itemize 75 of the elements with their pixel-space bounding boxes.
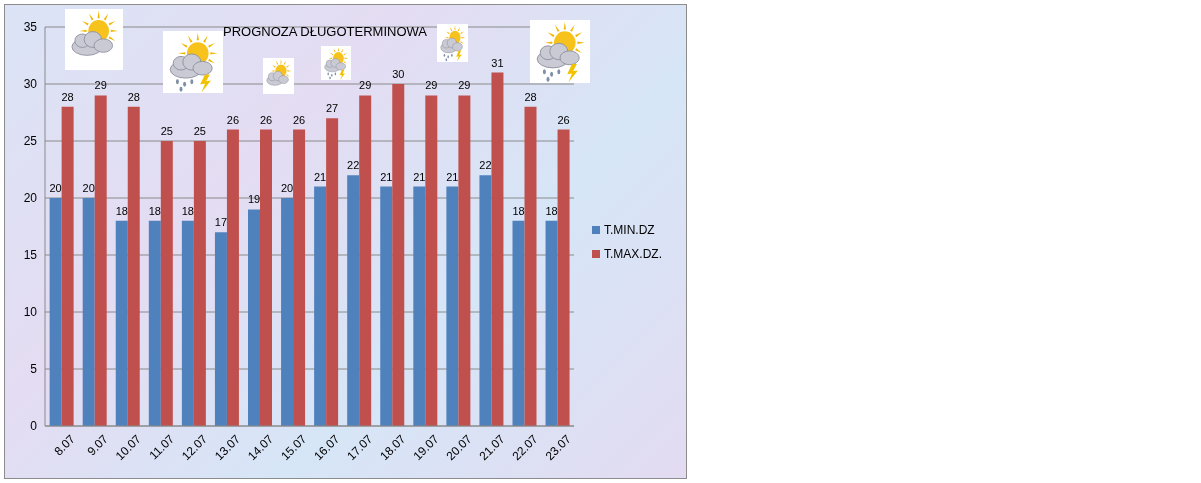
bar xyxy=(49,198,62,426)
y-tick-label: 15 xyxy=(23,248,38,263)
bar xyxy=(181,220,194,426)
bar xyxy=(524,106,537,426)
bar xyxy=(446,186,459,426)
bar xyxy=(413,186,426,426)
y-tick-label: 20 xyxy=(23,191,38,206)
data-label: 28 xyxy=(524,90,537,103)
data-label: 19 xyxy=(247,193,261,206)
bar xyxy=(512,220,525,426)
data-label: 26 xyxy=(557,113,570,126)
data-label: 21 xyxy=(446,170,459,183)
data-label: 27 xyxy=(326,102,339,115)
data-label: 30 xyxy=(392,68,405,80)
bar xyxy=(61,106,74,426)
y-tick-label: 25 xyxy=(23,134,38,149)
y-tick-label: 5 xyxy=(30,362,38,377)
bar xyxy=(260,129,272,426)
data-label: 21 xyxy=(413,170,426,183)
bar xyxy=(193,141,206,426)
data-label: 26 xyxy=(292,113,306,126)
data-label: 28 xyxy=(61,90,74,103)
data-label: 18 xyxy=(148,204,161,217)
data-label: 17 xyxy=(214,216,228,229)
bar xyxy=(115,220,128,426)
data-label: 20 xyxy=(280,182,294,194)
bar xyxy=(160,141,173,426)
bar xyxy=(94,95,107,426)
bar xyxy=(347,175,360,426)
data-label: 29 xyxy=(458,79,471,92)
bar xyxy=(214,232,227,426)
data-label: 22 xyxy=(479,159,492,172)
bar xyxy=(148,220,161,426)
data-label: 21 xyxy=(380,170,393,183)
data-label: 18 xyxy=(545,204,558,217)
data-label: 28 xyxy=(127,90,140,103)
data-label: 21 xyxy=(314,170,327,183)
bar xyxy=(491,72,504,426)
data-label: 31 xyxy=(491,56,504,69)
bar xyxy=(557,129,570,426)
bar xyxy=(359,95,372,426)
y-tick-label: 0 xyxy=(30,419,38,434)
chart-title: PROGNOZA DŁUGOTERMINOWA xyxy=(223,24,427,39)
data-label: 18 xyxy=(512,204,525,217)
bar xyxy=(326,118,339,426)
data-label: 29 xyxy=(425,79,438,92)
bar xyxy=(248,209,260,426)
y-tick-label: 30 xyxy=(23,77,38,92)
bar xyxy=(458,95,471,426)
bar xyxy=(127,106,140,426)
bar xyxy=(380,186,393,426)
bar xyxy=(425,95,438,426)
legend-label: T.MAX.DZ. xyxy=(604,246,663,261)
data-label: 22 xyxy=(347,159,360,172)
y-tick-label: 10 xyxy=(23,305,38,320)
data-label: 26 xyxy=(226,113,240,126)
data-label: 20 xyxy=(49,182,62,194)
data-label: 18 xyxy=(181,204,194,217)
data-label: 26 xyxy=(259,113,273,126)
data-label: 20 xyxy=(82,182,95,194)
data-label: 25 xyxy=(193,125,206,137)
data-label: 29 xyxy=(359,79,372,92)
bar xyxy=(82,198,95,426)
bar xyxy=(293,129,306,426)
bar xyxy=(545,220,558,426)
bar xyxy=(392,84,405,426)
legend-label: T.MIN.DZ xyxy=(604,222,655,237)
bar xyxy=(314,186,327,426)
bar xyxy=(226,129,239,426)
data-label: 29 xyxy=(94,79,107,92)
data-label: 18 xyxy=(115,204,128,217)
bar xyxy=(281,198,294,426)
y-tick-label: 35 xyxy=(23,20,38,35)
bar xyxy=(479,175,492,426)
data-label: 25 xyxy=(160,125,173,137)
